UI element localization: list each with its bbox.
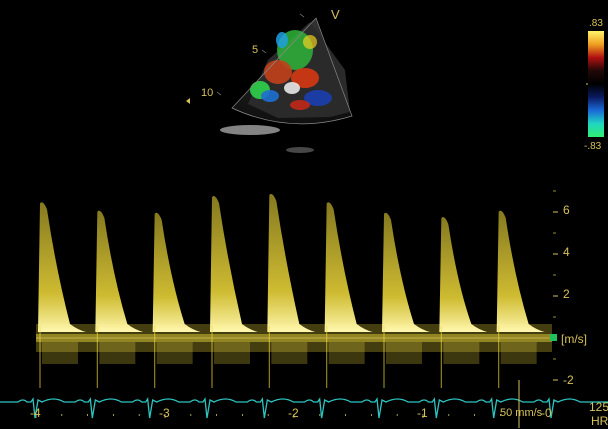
doppler-envelope bbox=[382, 212, 430, 332]
depth-label-5: 5 bbox=[252, 44, 259, 56]
velocity-axis bbox=[553, 190, 558, 402]
time-tick-label-2: -2 bbox=[288, 406, 299, 420]
color-scale-bottom-label: -.83 bbox=[584, 141, 602, 152]
doppler-envelope bbox=[95, 210, 144, 332]
doppler-envelope bbox=[38, 202, 86, 332]
velocity-tick-label-6: 6 bbox=[563, 203, 570, 217]
heart-rate-value: 125 bbox=[589, 400, 608, 414]
velocity-tick-label-neg2: -2 bbox=[563, 373, 574, 387]
color-flow-region bbox=[248, 22, 350, 118]
velocity-tick-label-2: 2 bbox=[563, 287, 570, 301]
sector-marker: V bbox=[331, 7, 340, 22]
heart-rate-label: HR bbox=[591, 414, 608, 428]
reverse-flow-smear bbox=[42, 342, 78, 364]
reverse-flow-smear bbox=[443, 342, 480, 364]
reverse-flow-smear bbox=[328, 342, 365, 364]
doppler-envelope bbox=[267, 193, 316, 332]
doppler-envelope bbox=[439, 216, 488, 332]
color-scale-top-label: .83 bbox=[589, 18, 603, 29]
reverse-flow-smear bbox=[99, 342, 136, 364]
time-tick-label-1: -1 bbox=[417, 406, 428, 420]
reverse-flow-smear bbox=[271, 342, 308, 364]
time-tick-label-4: -4 bbox=[30, 406, 41, 420]
time-tick-label-0: -0 bbox=[541, 406, 552, 420]
reverse-flow-smear bbox=[500, 342, 537, 364]
doppler-envelope bbox=[496, 210, 545, 332]
velocity-tick-label-4: 4 bbox=[563, 245, 570, 259]
sector-outline bbox=[231, 17, 353, 125]
focus-marker-icon bbox=[186, 98, 190, 104]
doppler-envelope bbox=[324, 202, 373, 332]
echo-sector bbox=[186, 13, 353, 153]
velocity-unit-label: [m/s] bbox=[561, 332, 587, 346]
doppler-envelope bbox=[152, 212, 201, 332]
depth-label-10: 10 bbox=[201, 87, 214, 99]
ecg-trace bbox=[0, 397, 608, 419]
reverse-flow-smear bbox=[214, 342, 250, 364]
sweep-speed-label: 50 mm/s bbox=[500, 407, 543, 419]
reverse-flow-smear bbox=[156, 342, 193, 364]
reverse-flow-smear bbox=[386, 342, 422, 364]
doppler-envelope bbox=[210, 195, 258, 332]
time-tick-label-3: -3 bbox=[159, 406, 170, 420]
time-axis bbox=[35, 414, 527, 418]
velocity-color-bar bbox=[588, 31, 604, 137]
doppler-spectrum bbox=[36, 193, 552, 388]
baseline-marker-icon bbox=[550, 334, 557, 341]
